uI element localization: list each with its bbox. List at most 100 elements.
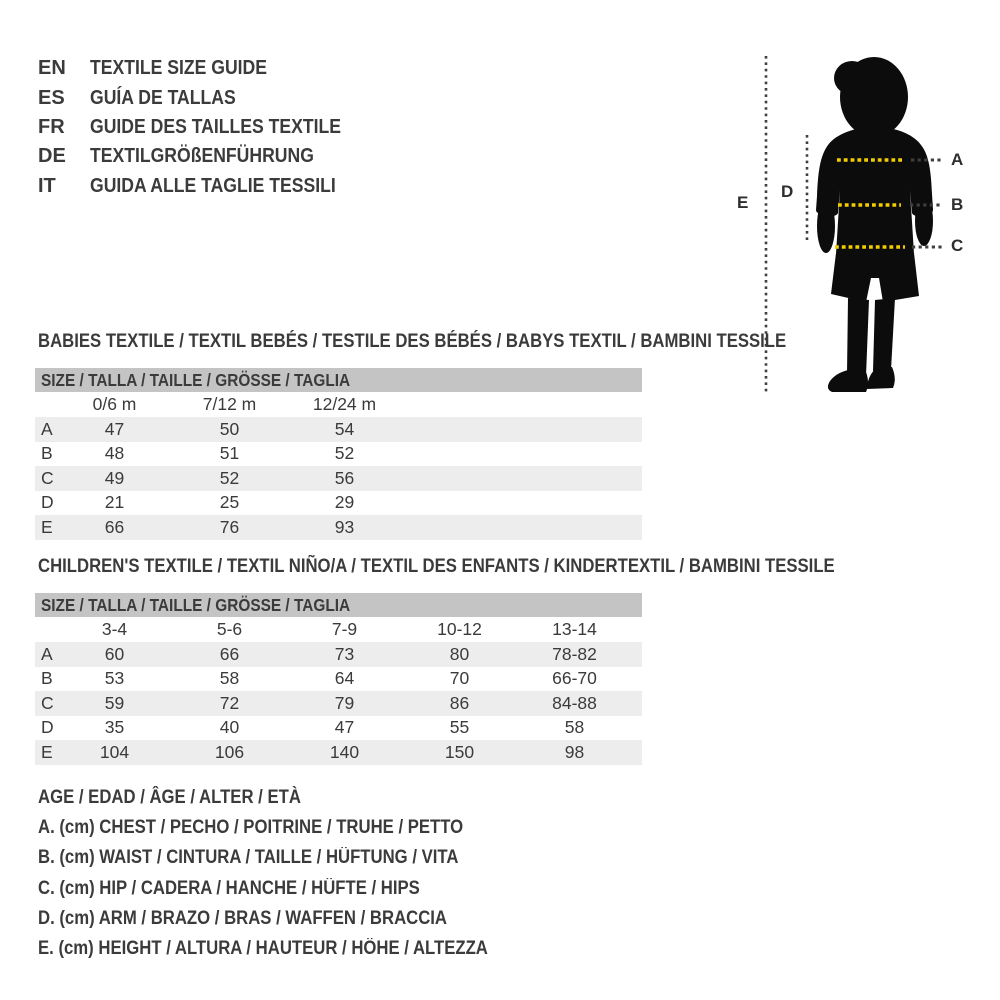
legend-item-hip: C. (cm) HIP / CADERA / HANCHE / HÜFTE / … xyxy=(38,877,420,899)
cell-value: 78-82 xyxy=(552,643,597,664)
measure-label-hip: C xyxy=(951,236,964,255)
guide-title: GUIDA ALLE TAGLIE TESSILI xyxy=(90,174,336,197)
child-silhouette-icon xyxy=(764,56,942,393)
cell-value: 60 xyxy=(104,643,125,664)
language-code: FR xyxy=(38,115,65,138)
list-item: ES GUÍA DE TALLAS xyxy=(38,83,375,112)
cell-value: 40 xyxy=(219,717,240,738)
table-row: A 47 50 54 xyxy=(35,417,642,442)
guide-title: TEXTILGRÖßENFÜHRUNG xyxy=(90,145,314,168)
guide-title: TEXTILE SIZE GUIDE xyxy=(90,57,268,80)
cell-value: 93 xyxy=(334,516,355,537)
column-header-row: 3-4 5-6 7-9 10-12 13-14 xyxy=(35,617,642,642)
row-label: B xyxy=(41,443,53,464)
list-item: EN TEXTILE SIZE GUIDE xyxy=(38,54,375,83)
guide-title: GUÍA DE TALLAS xyxy=(90,86,236,109)
table-row: E 104 106 140 150 98 xyxy=(35,740,642,765)
cell-value: 80 xyxy=(449,643,470,664)
cell-value: 58 xyxy=(564,717,585,738)
list-item: FR GUIDE DES TAILLES TEXTILE xyxy=(38,113,375,142)
cell-value: 47 xyxy=(334,717,355,738)
measure-label-chest: A xyxy=(951,150,964,169)
cell-value: 70 xyxy=(449,668,470,689)
cell-value: 51 xyxy=(219,443,240,464)
cell-value: 53 xyxy=(104,668,125,689)
legend-age: AGE / EDAD / ÂGE / ALTER / ETÀ xyxy=(38,787,301,809)
row-label: B xyxy=(41,668,53,689)
cell-value: 29 xyxy=(334,492,355,513)
measure-label-height: E xyxy=(737,193,749,212)
cell-value: 72 xyxy=(219,692,240,713)
cell-value: 84-88 xyxy=(552,692,597,713)
table-row: D 21 25 29 xyxy=(35,491,642,516)
language-title-list: EN TEXTILE SIZE GUIDE ES GUÍA DE TALLAS … xyxy=(38,54,375,201)
legend-item-waist: B. (cm) WAIST / CINTURA / TAILLE / HÜFTU… xyxy=(38,847,459,869)
column-header: 10-12 xyxy=(437,619,482,639)
babies-size-table: SIZE / TALLA / TAILLE / GRÖSSE / TAGLIA … xyxy=(35,368,642,540)
table-row: A 60 66 73 80 78-82 xyxy=(35,642,642,667)
cell-value: 98 xyxy=(564,741,585,762)
column-header: 13-14 xyxy=(552,619,597,639)
guide-title: GUIDE DES TAILLES TEXTILE xyxy=(90,115,341,138)
table-row: B 53 58 64 70 66-70 xyxy=(35,667,642,692)
babies-section-title: BABIES TEXTILE / TEXTIL BEBÉS / TESTILE … xyxy=(38,331,787,352)
table-row: D 35 40 47 55 58 xyxy=(35,716,642,741)
children-section-title: CHILDREN'S TEXTILE / TEXTIL NIÑO/A / TEX… xyxy=(38,556,835,577)
column-header: 7-9 xyxy=(331,619,358,639)
cell-value: 50 xyxy=(219,418,240,439)
row-label: C xyxy=(41,467,54,488)
column-header: 3-4 xyxy=(101,619,128,639)
cell-value: 106 xyxy=(214,741,245,762)
table-row: E 66 76 93 xyxy=(35,515,642,540)
cell-value: 66 xyxy=(104,516,125,537)
cell-value: 54 xyxy=(334,418,355,439)
column-header: 0/6 m xyxy=(92,394,137,414)
table-row: C 49 52 56 xyxy=(35,466,642,491)
table-row: C 59 72 79 86 84-88 xyxy=(35,691,642,716)
column-header: 5-6 xyxy=(216,619,243,639)
cell-value: 73 xyxy=(334,643,355,664)
language-code: IT xyxy=(38,174,56,197)
cell-value: 52 xyxy=(219,467,240,488)
cell-value: 21 xyxy=(104,492,125,513)
cell-value: 59 xyxy=(104,692,125,713)
table-header-bar: SIZE / TALLA / TAILLE / GRÖSSE / TAGLIA xyxy=(35,593,642,617)
language-code: ES xyxy=(38,86,65,109)
cell-value: 150 xyxy=(444,741,475,762)
cell-value: 76 xyxy=(219,516,240,537)
list-item: IT GUIDA ALLE TAGLIE TESSILI xyxy=(38,172,375,201)
cell-value: 64 xyxy=(334,668,355,689)
column-header-row: 0/6 m 7/12 m 12/24 m xyxy=(35,392,642,417)
cell-value: 48 xyxy=(104,443,125,464)
row-label: C xyxy=(41,692,54,713)
children-size-table: SIZE / TALLA / TAILLE / GRÖSSE / TAGLIA … xyxy=(35,593,642,765)
column-header: 7/12 m xyxy=(202,394,257,414)
cell-value: 86 xyxy=(449,692,470,713)
column-header: 12/24 m xyxy=(312,394,377,414)
cell-value: 55 xyxy=(449,717,470,738)
row-label: E xyxy=(41,516,53,537)
row-label: A xyxy=(41,643,53,664)
cell-value: 52 xyxy=(334,443,355,464)
cell-value: 66-70 xyxy=(552,668,597,689)
cell-value: 25 xyxy=(219,492,240,513)
cell-value: 58 xyxy=(219,668,240,689)
cell-value: 140 xyxy=(329,741,360,762)
cell-value: 79 xyxy=(334,692,355,713)
language-code: EN xyxy=(38,57,66,80)
row-label: D xyxy=(41,717,54,738)
language-code: DE xyxy=(38,145,66,168)
row-label: E xyxy=(41,741,53,762)
list-item: DE TEXTILGRÖßENFÜHRUNG xyxy=(38,142,375,171)
cell-value: 66 xyxy=(219,643,240,664)
cell-value: 49 xyxy=(104,467,125,488)
cell-value: 104 xyxy=(99,741,130,762)
legend-item-arm: D. (cm) ARM / BRAZO / BRAS / WAFFEN / BR… xyxy=(38,907,448,929)
measure-label-arm: D xyxy=(781,182,794,201)
cell-value: 56 xyxy=(334,467,355,488)
cell-value: 47 xyxy=(104,418,125,439)
measurement-legend: AGE / EDAD / ÂGE / ALTER / ETÀ A. (cm) C… xyxy=(38,783,549,964)
row-label: A xyxy=(41,418,53,439)
table-row: B 48 51 52 xyxy=(35,442,642,467)
